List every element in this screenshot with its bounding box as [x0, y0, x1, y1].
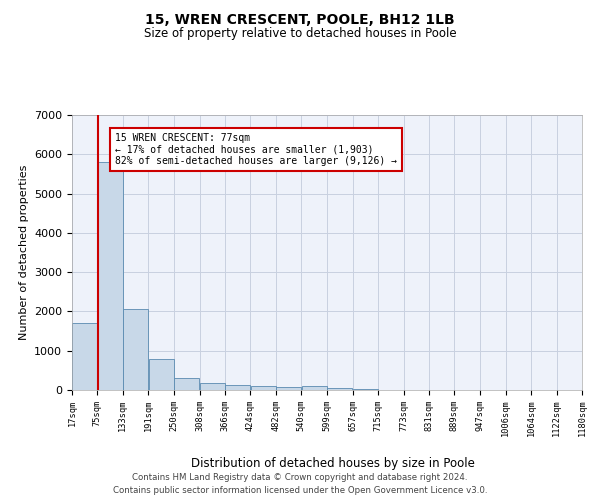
Y-axis label: Number of detached properties: Number of detached properties [19, 165, 29, 340]
Bar [328, 388, 352, 390]
Bar [149, 358, 174, 390]
Bar [123, 310, 148, 390]
Text: Contains HM Land Registry data © Crown copyright and database right 2024.
Contai: Contains HM Land Registry data © Crown c… [113, 474, 487, 495]
Bar [251, 386, 275, 390]
Bar [200, 383, 225, 390]
Text: 15, WREN CRESCENT, POOLE, BH12 1LB: 15, WREN CRESCENT, POOLE, BH12 1LB [145, 12, 455, 26]
Text: Size of property relative to detached houses in Poole: Size of property relative to detached ho… [143, 28, 457, 40]
Bar [72, 323, 97, 390]
Bar [302, 386, 327, 390]
Bar [276, 387, 301, 390]
Bar [225, 385, 250, 390]
Text: Distribution of detached houses by size in Poole: Distribution of detached houses by size … [191, 458, 475, 470]
Bar [98, 162, 122, 390]
Bar [353, 389, 378, 390]
Text: 15 WREN CRESCENT: 77sqm
← 17% of detached houses are smaller (1,903)
82% of semi: 15 WREN CRESCENT: 77sqm ← 17% of detache… [115, 132, 397, 166]
Bar [175, 378, 199, 390]
